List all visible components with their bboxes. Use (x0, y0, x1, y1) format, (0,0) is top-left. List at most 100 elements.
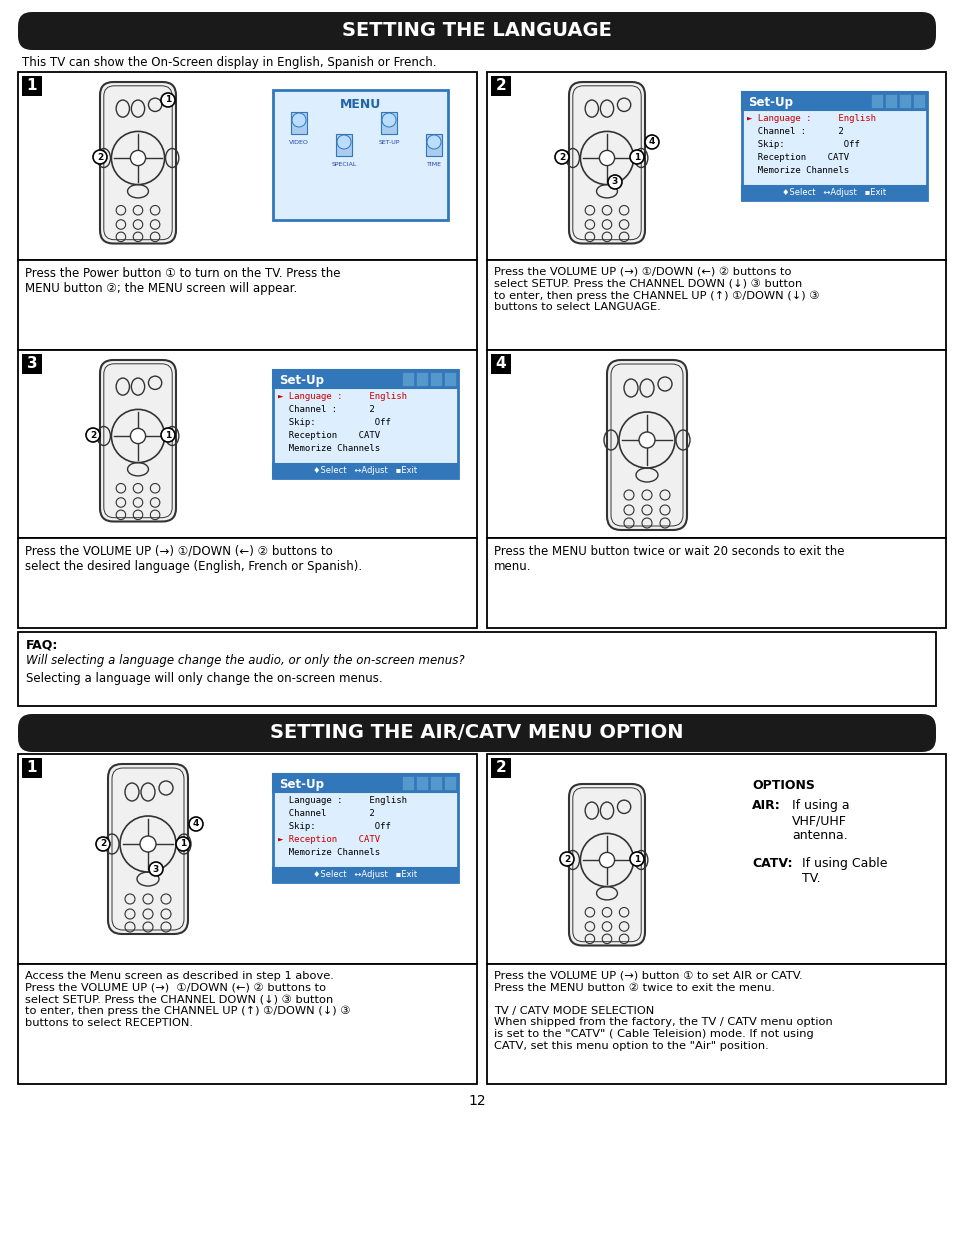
Text: ♦Select   ↔Adjust   ▪Exit: ♦Select ↔Adjust ▪Exit (781, 188, 885, 198)
Bar (18, 538, 476, 629)
Text: VIDEO: VIDEO (289, 140, 309, 144)
Circle shape (639, 432, 655, 448)
Bar (486, 72, 945, 261)
Text: 12: 12 (468, 1094, 485, 1108)
Text: TIME: TIME (426, 162, 441, 167)
Text: 3: 3 (27, 357, 37, 372)
Bar (18, 350, 476, 538)
Circle shape (161, 93, 174, 107)
Bar (491, 758, 511, 778)
Circle shape (131, 151, 146, 165)
Text: Skip:           Off: Skip: Off (746, 140, 859, 149)
Text: 1: 1 (165, 431, 171, 440)
FancyBboxPatch shape (568, 784, 644, 946)
Text: ► Language :     English: ► Language : English (746, 114, 875, 124)
Bar (898, 94, 910, 107)
Bar (416, 776, 428, 790)
Bar (22, 354, 42, 374)
Text: 3: 3 (152, 864, 159, 873)
Text: 2: 2 (558, 152, 564, 162)
Bar (491, 354, 511, 374)
Bar (486, 261, 945, 350)
Circle shape (555, 149, 568, 164)
Circle shape (149, 862, 163, 876)
Text: This TV can show the On-Screen display in English, Spanish or French.: This TV can show the On-Screen display i… (22, 56, 436, 69)
Bar (273, 868, 457, 882)
Text: 4: 4 (193, 820, 199, 829)
Text: Selecting a language will only change the on-screen menus.: Selecting a language will only change th… (26, 672, 382, 685)
Text: CATV:: CATV: (751, 857, 792, 869)
Bar (486, 965, 945, 1084)
FancyBboxPatch shape (108, 764, 188, 934)
Circle shape (292, 112, 306, 127)
Circle shape (336, 135, 351, 149)
Bar (430, 372, 441, 387)
Bar (380, 112, 396, 135)
Text: SETTING THE LANGUAGE: SETTING THE LANGUAGE (342, 21, 611, 41)
Circle shape (629, 149, 643, 164)
Circle shape (559, 852, 574, 866)
Bar (486, 350, 945, 538)
Text: Press the MENU button twice or wait 20 seconds to exit the
menu.: Press the MENU button twice or wait 20 s… (494, 545, 843, 573)
Text: Press the VOLUME UP (→) ①/DOWN (←) ② buttons to
select the desired language (Eng: Press the VOLUME UP (→) ①/DOWN (←) ② but… (25, 545, 362, 573)
Bar (912, 94, 924, 107)
Bar (273, 370, 457, 388)
Circle shape (381, 112, 395, 127)
FancyBboxPatch shape (606, 359, 686, 530)
FancyBboxPatch shape (100, 359, 175, 521)
Bar (22, 77, 42, 96)
Text: ► Reception    CATV: ► Reception CATV (277, 835, 379, 844)
Bar (430, 776, 441, 790)
Text: Press the VOLUME UP (→) ①/DOWN (←) ② buttons to
select SETUP. Press the CHANNEL : Press the VOLUME UP (→) ①/DOWN (←) ② but… (494, 267, 819, 312)
Bar (273, 370, 457, 478)
Bar (884, 94, 896, 107)
Text: 1: 1 (165, 95, 171, 105)
Text: Reception    CATV: Reception CATV (746, 153, 848, 162)
Text: Will selecting a language change the audio, or only the on-screen menus?: Will selecting a language change the aud… (26, 655, 464, 667)
Text: 1: 1 (633, 152, 639, 162)
Text: Press the Power button ① to turn on the TV. Press the
MENU button ②; the MENU sc: Press the Power button ① to turn on the … (25, 267, 340, 295)
Text: ♦Select   ↔Adjust   ▪Exit: ♦Select ↔Adjust ▪Exit (314, 869, 417, 879)
Bar (491, 77, 511, 96)
Text: 4: 4 (496, 357, 506, 372)
Bar (273, 774, 457, 792)
Text: 3: 3 (611, 178, 618, 186)
Circle shape (161, 429, 174, 442)
Text: 2: 2 (100, 840, 106, 848)
Circle shape (131, 429, 146, 443)
Text: SET-UP: SET-UP (378, 140, 399, 144)
Circle shape (427, 135, 440, 149)
Bar (741, 91, 926, 200)
Text: Set-Up: Set-Up (278, 778, 324, 790)
Text: Channel :      2: Channel : 2 (277, 405, 375, 414)
Text: 2: 2 (496, 761, 506, 776)
Text: MENU: MENU (339, 98, 381, 111)
Text: Access the Menu screen as described in step 1 above.
Press the VOLUME UP (→)  ①/: Access the Menu screen as described in s… (25, 971, 350, 1028)
Bar (273, 90, 448, 220)
Text: 2: 2 (563, 855, 570, 863)
FancyBboxPatch shape (18, 12, 935, 49)
Text: ► Language :     English: ► Language : English (277, 391, 407, 401)
Circle shape (86, 429, 100, 442)
Text: SPECIAL: SPECIAL (331, 162, 356, 167)
Text: Skip:           Off: Skip: Off (277, 823, 391, 831)
Bar (741, 186, 926, 200)
Bar (443, 372, 456, 387)
Bar (18, 965, 476, 1084)
Text: 1: 1 (180, 840, 186, 848)
Text: Reception    CATV: Reception CATV (277, 431, 379, 440)
Bar (18, 632, 935, 706)
Circle shape (96, 837, 110, 851)
Bar (18, 261, 476, 350)
Text: Channel :      2: Channel : 2 (746, 127, 842, 136)
Bar (273, 464, 457, 478)
FancyBboxPatch shape (18, 714, 935, 752)
Circle shape (644, 135, 659, 149)
Bar (401, 372, 414, 387)
Text: AIR:: AIR: (751, 799, 780, 811)
Text: Language :     English: Language : English (277, 797, 407, 805)
Text: If using a
VHF/UHF
antenna.: If using a VHF/UHF antenna. (791, 799, 849, 842)
Text: Skip:           Off: Skip: Off (277, 417, 391, 427)
Bar (291, 112, 307, 135)
Circle shape (189, 818, 203, 831)
